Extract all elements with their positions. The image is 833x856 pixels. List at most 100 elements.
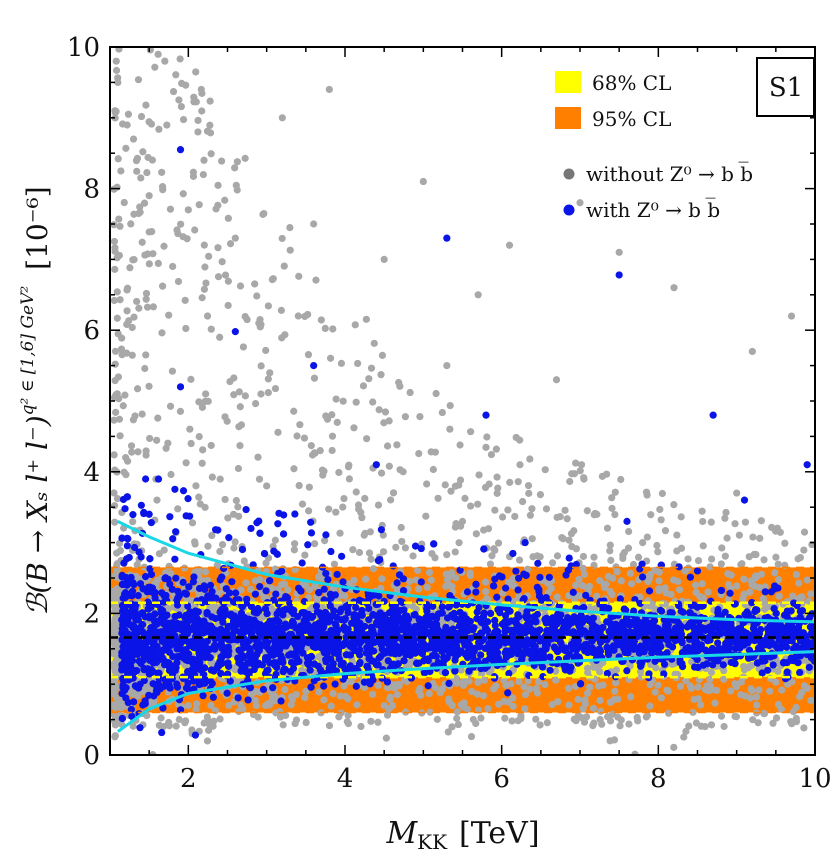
gray-point xyxy=(224,214,232,222)
gray-point xyxy=(688,658,696,666)
blue-point xyxy=(714,605,722,614)
gray-point xyxy=(491,546,499,554)
gray-point xyxy=(229,510,238,518)
gray-point xyxy=(136,208,144,216)
gray-point xyxy=(134,448,142,456)
gray-point xyxy=(329,689,337,698)
gray-point xyxy=(290,407,298,415)
gray-point xyxy=(138,238,146,246)
gray-point xyxy=(774,560,782,568)
gray-point xyxy=(481,578,490,586)
gray-point xyxy=(675,586,684,594)
gray-point xyxy=(727,571,735,579)
gray-point xyxy=(629,560,638,569)
gray-point xyxy=(521,705,529,713)
blue-point xyxy=(528,638,537,646)
gray-point xyxy=(221,495,229,504)
gray-point xyxy=(271,697,279,705)
gray-point xyxy=(362,315,370,323)
gray-point xyxy=(525,489,533,497)
gray-point xyxy=(115,215,123,223)
gray-point xyxy=(358,514,366,522)
gray-point xyxy=(347,678,355,686)
gray-point xyxy=(542,505,551,513)
gray-point xyxy=(114,78,122,86)
blue-point xyxy=(445,679,453,687)
gray-point xyxy=(293,432,301,440)
gray-point xyxy=(164,439,172,447)
gray-point xyxy=(590,511,598,519)
gray-point xyxy=(165,311,173,319)
gray-point xyxy=(149,250,157,258)
gray-point xyxy=(566,477,574,486)
gray-point xyxy=(158,329,166,337)
blue-point xyxy=(208,613,216,621)
gray-point xyxy=(165,562,173,570)
gray-point xyxy=(267,604,275,613)
gray-point xyxy=(796,554,805,562)
gray-point xyxy=(771,569,779,577)
gray-point xyxy=(124,110,133,118)
gray-point xyxy=(182,81,190,89)
gray-point xyxy=(381,408,390,416)
gray-point xyxy=(173,226,181,234)
gray-point xyxy=(606,737,614,745)
gray-point xyxy=(664,687,672,695)
gray-point xyxy=(722,508,730,517)
gray-point xyxy=(423,583,431,591)
gray-point xyxy=(175,715,183,724)
blue-point xyxy=(320,585,328,593)
gray-point xyxy=(532,715,540,723)
gray-point xyxy=(230,391,238,399)
gray-point xyxy=(473,690,481,698)
gray-point xyxy=(142,351,150,359)
blue-point xyxy=(491,575,499,583)
gray-point xyxy=(307,442,315,450)
gray-point xyxy=(655,568,663,576)
gray-point xyxy=(427,576,435,584)
gray-point xyxy=(200,156,208,164)
gray-point xyxy=(617,475,625,484)
blue-point xyxy=(493,593,501,601)
gray-point xyxy=(775,592,783,600)
gray-point xyxy=(144,153,152,162)
gray-point xyxy=(717,712,726,720)
gray-point xyxy=(332,395,340,403)
gray-point xyxy=(807,696,815,705)
gray-point xyxy=(800,528,809,536)
blue-point xyxy=(128,712,136,720)
gray-point xyxy=(485,480,493,488)
gray-point xyxy=(344,711,352,719)
gray-point xyxy=(427,448,435,456)
gray-point xyxy=(155,721,163,729)
gray-point xyxy=(414,566,422,575)
blue-point xyxy=(539,672,547,681)
gray-point xyxy=(145,260,153,268)
blue-point xyxy=(699,661,708,669)
blue-point xyxy=(505,669,513,678)
gray-point xyxy=(474,678,482,687)
gray-point xyxy=(738,560,746,568)
gray-point xyxy=(541,681,549,689)
gray-point xyxy=(438,408,446,417)
gray-point xyxy=(593,592,601,600)
gray-point xyxy=(646,702,654,710)
gray-point xyxy=(264,389,272,397)
gray-point xyxy=(177,102,185,111)
gray-point xyxy=(446,425,454,433)
gray-point xyxy=(218,258,226,266)
gray-point xyxy=(606,587,614,596)
blue-point xyxy=(429,602,437,611)
gray-point xyxy=(760,710,769,718)
gray-point xyxy=(691,581,700,589)
gray-point xyxy=(611,510,619,519)
gray-point xyxy=(204,726,213,734)
gray-point xyxy=(516,436,524,444)
gray-point xyxy=(186,425,194,433)
blue-point xyxy=(761,588,769,596)
gray-point xyxy=(236,403,244,411)
gray-point xyxy=(206,97,214,105)
gray-point xyxy=(706,563,714,571)
gray-point xyxy=(172,722,180,730)
blue-point xyxy=(484,618,492,626)
